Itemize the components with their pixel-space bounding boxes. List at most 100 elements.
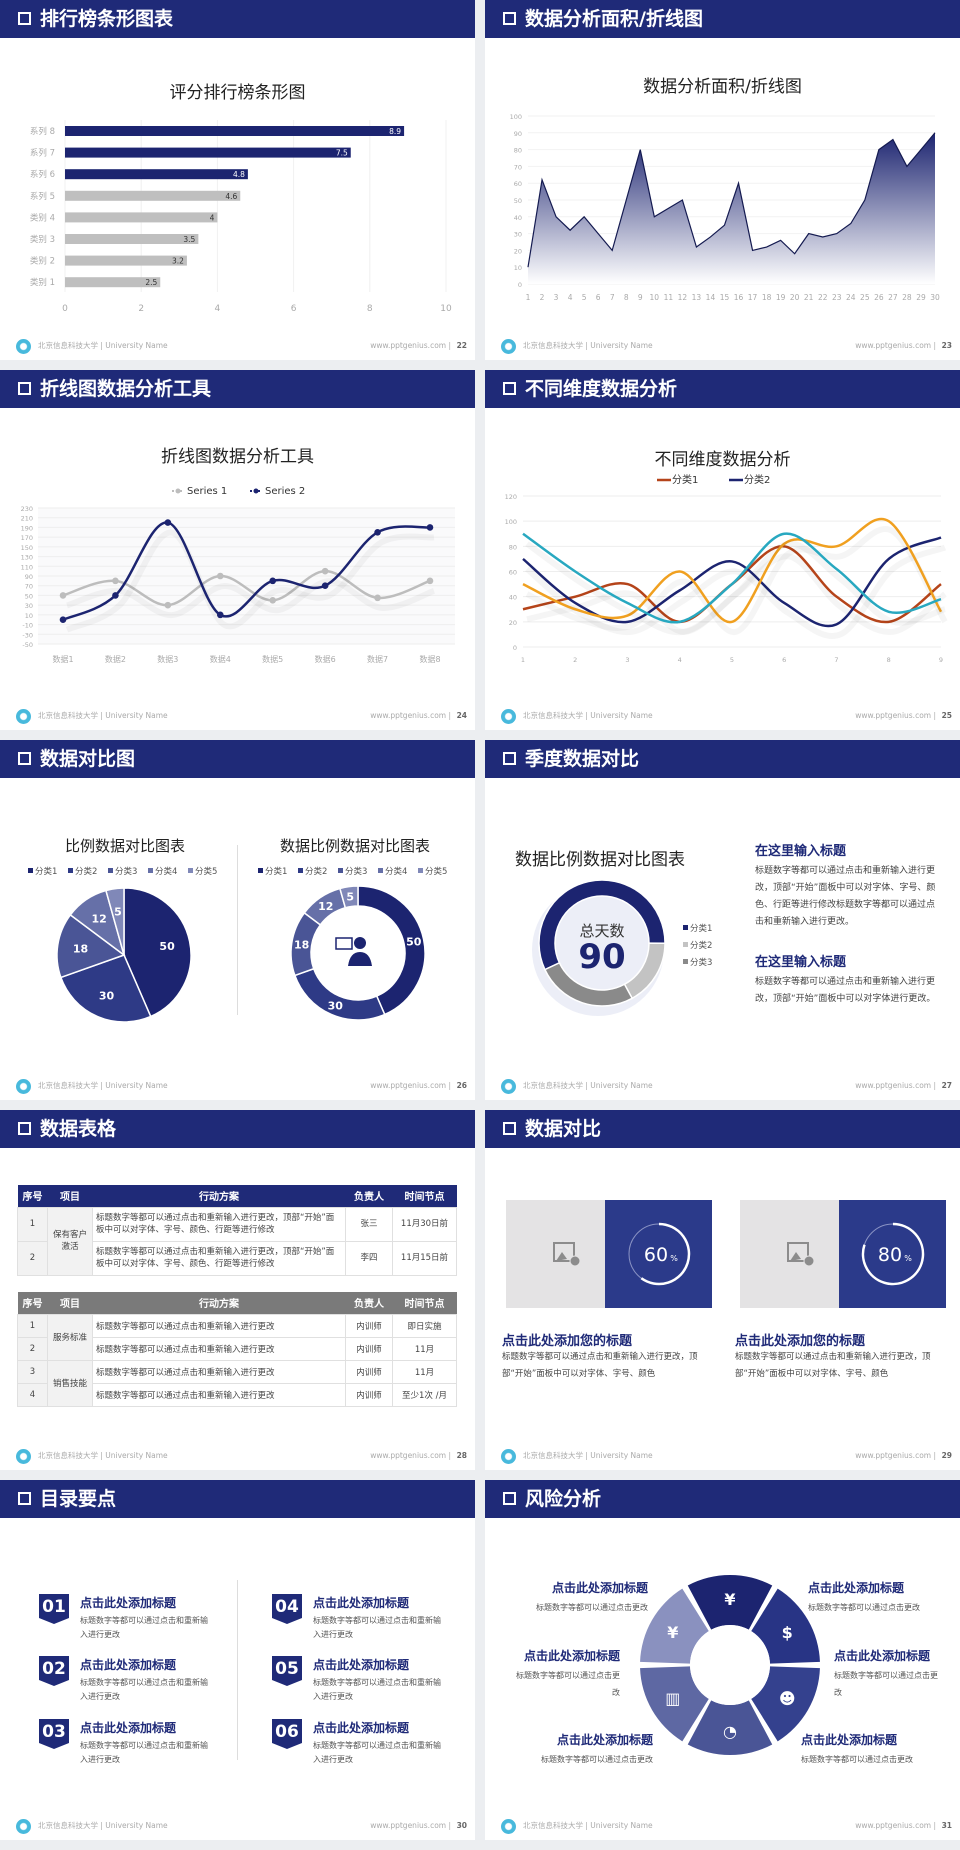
col-header: 行动方案	[92, 1292, 346, 1314]
ring-progress	[861, 1222, 925, 1286]
item-title[interactable]: 点击此处添加标题	[313, 1596, 410, 1610]
percent-panel	[605, 1200, 712, 1308]
series-line	[522, 536, 942, 628]
footer-org: 北京信息科技大学 | University Name	[523, 711, 653, 720]
y-tick-label: 60	[509, 569, 517, 577]
university-logo-icon	[16, 709, 31, 724]
footer: 北京信息科技大学 | University Name www.pptgenius.…	[0, 1078, 475, 1094]
col-header: 负责人	[345, 1292, 393, 1314]
data-point	[164, 601, 172, 609]
legend-marker	[253, 488, 259, 494]
pie-slice	[59, 954, 152, 1023]
footer-site: www.pptgenius.com |	[370, 711, 451, 720]
legend-label: 分类5	[425, 866, 447, 877]
y-tick-label: 0	[518, 281, 522, 289]
table-header-row: 序号 项目 行动方案 负责人 时间节点	[17, 1185, 457, 1207]
pinwheel-segment	[687, 1575, 773, 1630]
risk-text: 标题数字等都可以通过点击更改	[541, 1755, 653, 1764]
legend-label: 分类2	[690, 940, 712, 951]
legend-swatch	[28, 868, 33, 873]
series-line	[522, 517, 943, 624]
pie-chart-icon: ◔	[723, 1722, 737, 1741]
image-add-icon	[556, 1252, 567, 1261]
data-point	[374, 528, 381, 536]
slide-title: 数据表格	[40, 1118, 117, 1140]
checkbox-square-icon	[503, 382, 516, 395]
image-placeholder[interactable]	[506, 1200, 605, 1308]
pinwheel-segment	[640, 1666, 709, 1742]
x-tick-label: 4	[568, 293, 573, 302]
slide-title: 数据对比图	[40, 748, 136, 770]
data-point	[59, 592, 67, 599]
percent-rings: 60% 80%	[553, 1222, 925, 1286]
table-row: 1 保有客户激活 标题数字等都可以通过点击和重新输入进行更改，顶部“开始”面板中…	[17, 1206, 457, 1276]
x-tick-label: 数据7	[367, 654, 388, 664]
risk-title[interactable]: 点击此处添加标题	[551, 1581, 648, 1595]
table-row: 2 标题数字等都可以通过点击和重新输入进行更改，顶部“开始”面板中可以对字体、字…	[17, 1240, 457, 1276]
item-title[interactable]: 点击此处添加标题	[313, 1721, 410, 1735]
x-tick-label: 30	[930, 293, 940, 302]
x-tick-label: 7	[834, 656, 838, 664]
data-point	[216, 611, 224, 619]
slide-title: 排行榜条形图表	[40, 8, 174, 30]
footer-site: www.pptgenius.com |	[370, 1081, 451, 1090]
legend-swatch	[68, 868, 73, 873]
col-header: 项目	[47, 1292, 93, 1314]
pinwheel-segment	[687, 1700, 773, 1755]
item-title[interactable]: 点击此处添加标题	[313, 1658, 410, 1672]
footer-org: 北京信息科技大学 | University Name	[523, 1821, 653, 1830]
data-point	[112, 592, 119, 599]
slide-data-table: 数据表格 序号 项目 行动方案 负责人 时间节点 1 保有客户激活 标题数字等都可以通过…	[0, 1110, 475, 1470]
x-tick-label: 数据8	[419, 654, 440, 664]
legend-label: Series 1	[187, 486, 227, 497]
x-tick-label: 数据5	[262, 654, 283, 664]
y-tick-label: -30	[22, 631, 33, 639]
value-label: 2.5	[145, 278, 157, 287]
x-tick-label: 数据1	[52, 654, 73, 664]
footer-org: 北京信息科技大学 | University Name	[38, 711, 168, 720]
cell-owner: 内训师	[345, 1359, 393, 1384]
item-title[interactable]: 点击此处添加标题	[80, 1658, 177, 1672]
cell-project: 销售技能	[47, 1359, 93, 1407]
slide-bar-ranking: 排行榜条形图表 评分排行榜条形图 0 2 4 6 8 10 系列 8 8.9 系列 7 7.5 系列…	[0, 0, 475, 360]
block-heading: 在这里输入标题	[755, 955, 847, 970]
risk-title[interactable]: 点击此处添加标题	[523, 1649, 620, 1663]
value-label: 3.2	[172, 257, 184, 266]
y-tick-label: 30	[514, 231, 522, 239]
y-tick-label: 80	[514, 147, 522, 155]
table-row: 3 销售技能 标题数字等都可以通过点击和重新输入进行更改 内训师 11月	[17, 1359, 457, 1407]
pie-slice	[538, 879, 666, 971]
slide-line-tool: 折线图数据分析工具 折线图数据分析工具 -50 -30 -10 10 30 50 70 90 1…	[0, 370, 475, 730]
yen-hand-icon: ¥	[667, 1623, 678, 1642]
cell-no: 4	[17, 1382, 48, 1407]
bar-chart: 0 2 4 6 8 10 系列 8 8.9 系列 7 7.5 系列 6 4.8 系列 5 4.6 类别 4 4…	[30, 120, 452, 314]
data-label: 12	[91, 913, 106, 926]
x-tick-label: 数据4	[210, 654, 231, 664]
footer-site: www.pptgenius.com |	[370, 341, 451, 350]
cell-no: 3	[17, 1359, 48, 1384]
divider	[237, 845, 238, 1015]
risk-title[interactable]: 点击此处添加标题	[556, 1733, 653, 1747]
risk-title[interactable]: 点击此处添加标题	[808, 1581, 905, 1595]
number-badge: 04	[272, 1594, 302, 1624]
value-label: 3.5	[183, 235, 195, 244]
x-tick-label: 7	[610, 293, 615, 302]
risk-title[interactable]: 点击此处添加标题	[801, 1733, 898, 1747]
x-tick-label: 13	[692, 293, 702, 302]
item-title[interactable]: 点击此处添加标题	[80, 1596, 177, 1610]
risk-text: 标题数字等都可以通过点击更改	[536, 1603, 648, 1612]
value-label: 7.5	[336, 149, 348, 158]
item-title[interactable]: 点击此处添加标题	[80, 1721, 177, 1735]
y-tick-label: 110	[21, 563, 33, 571]
checkbox-square-icon	[503, 1492, 516, 1505]
university-logo-icon	[16, 339, 31, 354]
y-tick-label: 90	[514, 130, 522, 138]
risk-title[interactable]: 点击此处添加标题	[834, 1649, 931, 1663]
y-tick-label: 40	[509, 594, 517, 602]
area-line	[527, 132, 936, 268]
image-placeholder[interactable]	[740, 1200, 839, 1308]
x-tick-label: 14	[706, 293, 716, 302]
data-label: 5	[114, 905, 122, 918]
x-tick-label: 12	[678, 293, 688, 302]
